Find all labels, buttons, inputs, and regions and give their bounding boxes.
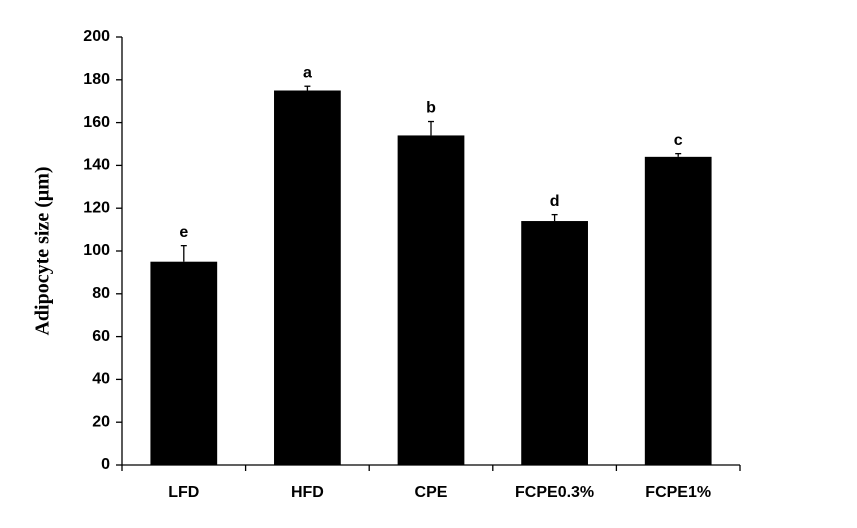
y-tick-label: 120: [83, 199, 110, 216]
y-tick-label: 100: [83, 242, 110, 259]
bar: [521, 221, 588, 465]
y-tick-label: 180: [83, 71, 110, 88]
y-tick-label: 40: [92, 371, 110, 388]
y-tick-label: 140: [83, 157, 110, 174]
bar: [274, 90, 341, 465]
significance-letter: c: [674, 132, 683, 149]
y-tick-label: 60: [92, 328, 110, 345]
significance-letter: d: [550, 193, 560, 210]
x-tick-label: FCPE0.3%: [515, 484, 594, 501]
y-tick-label: 160: [83, 114, 110, 131]
y-tick-label: 80: [92, 285, 110, 302]
x-tick-label: FCPE1%: [645, 484, 711, 501]
bar: [644, 156, 712, 465]
y-axis-label: Adipocyte size (μm): [32, 166, 54, 335]
y-tick-label: 200: [83, 28, 110, 45]
significance-letter: a: [303, 64, 312, 81]
y-tick-label: 0: [101, 456, 110, 473]
y-tick-label: 20: [92, 413, 110, 430]
significance-letter: e: [179, 224, 188, 241]
x-tick-label: CPE: [415, 484, 448, 501]
bar: [150, 261, 218, 465]
x-tick-label: LFD: [168, 484, 199, 501]
significance-letter: b: [426, 100, 436, 117]
x-tick-label: HFD: [291, 484, 324, 501]
bar: [397, 135, 465, 465]
